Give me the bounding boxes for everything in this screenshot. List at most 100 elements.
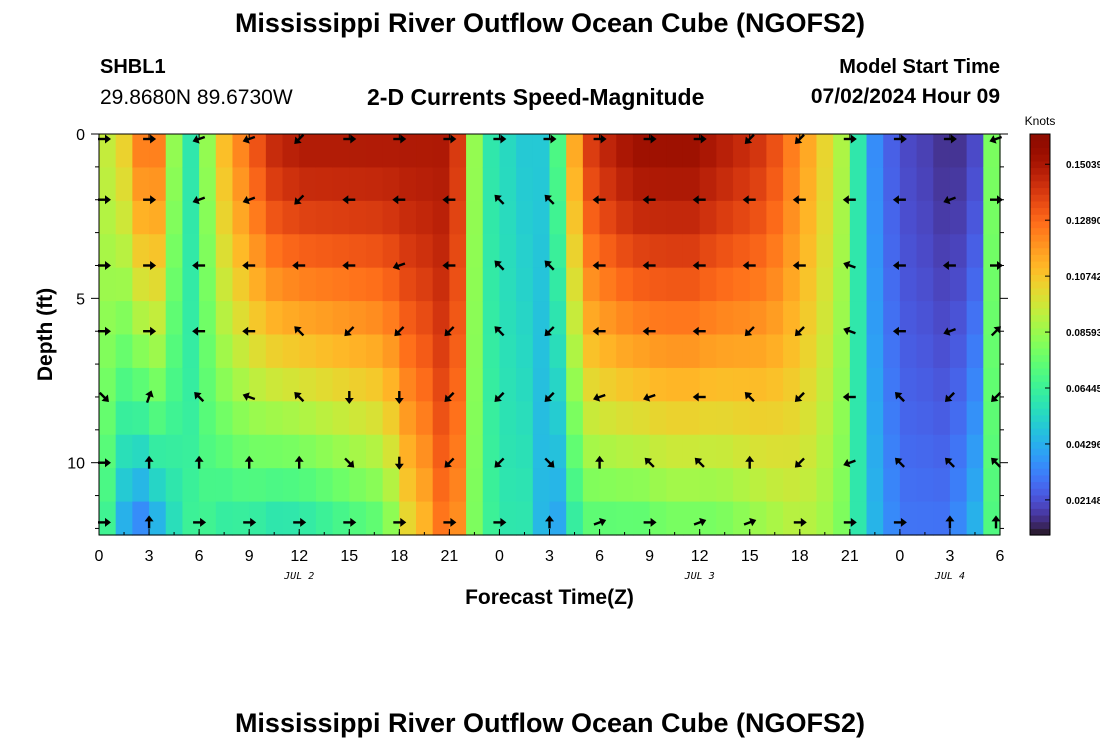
heatmap-cell bbox=[833, 434, 851, 469]
heatmap-cell bbox=[282, 200, 300, 235]
heatmap-cell bbox=[833, 301, 851, 336]
current-vector-arrow bbox=[192, 261, 206, 270]
current-vector-arrow bbox=[792, 195, 806, 205]
heatmap-cell bbox=[599, 234, 617, 269]
heatmap-cell bbox=[949, 267, 968, 302]
heatmap-cell bbox=[199, 334, 217, 369]
heatmap-cell bbox=[365, 301, 384, 336]
heatmap-cell bbox=[582, 167, 601, 202]
heatmap-cell bbox=[99, 200, 117, 235]
colorbar-segment bbox=[1030, 394, 1050, 402]
heatmap-cell bbox=[299, 501, 317, 536]
heatmap-cell bbox=[416, 468, 434, 503]
heatmap-cell bbox=[849, 334, 868, 369]
heatmap-cell bbox=[666, 501, 684, 536]
heatmap-cell bbox=[933, 367, 951, 402]
heatmap-cell bbox=[749, 468, 768, 503]
current-vector-arrow bbox=[943, 134, 957, 144]
heatmap-cell bbox=[449, 134, 467, 169]
colorbar-segment bbox=[1030, 334, 1050, 342]
heatmap-cell bbox=[265, 267, 284, 302]
heatmap-cell bbox=[432, 301, 450, 336]
x-tick-label: 15 bbox=[340, 548, 358, 565]
heatmap-cell bbox=[215, 334, 234, 369]
heatmap-cell bbox=[482, 501, 501, 536]
heatmap-cell bbox=[199, 234, 217, 269]
heatmap-cell bbox=[616, 167, 634, 202]
current-vector-arrow bbox=[392, 195, 406, 205]
heatmap-cell bbox=[416, 167, 434, 202]
heatmap-cell bbox=[516, 234, 534, 269]
heatmap-cell bbox=[799, 468, 818, 503]
heatmap-cell bbox=[666, 468, 684, 503]
heatmap-cell bbox=[966, 501, 984, 536]
heatmap-cell bbox=[933, 200, 951, 235]
heatmap-cell bbox=[582, 468, 601, 503]
heatmap-cell bbox=[482, 134, 501, 169]
heatmap-cell bbox=[299, 334, 317, 369]
current-vector-arrow bbox=[243, 517, 257, 527]
heatmap-cell bbox=[549, 401, 567, 436]
heatmap-cell bbox=[682, 468, 701, 503]
current-vector-arrow bbox=[443, 517, 457, 527]
y-tick-label: 0 bbox=[76, 127, 85, 144]
heatmap-cell bbox=[499, 200, 517, 235]
current-vector-arrow bbox=[394, 326, 405, 337]
x-tick-label: 6 bbox=[195, 548, 204, 565]
heatmap-cell bbox=[282, 468, 300, 503]
heatmap-cell bbox=[699, 234, 717, 269]
heatmap-cell bbox=[599, 267, 617, 302]
colorbar-segment bbox=[1030, 448, 1050, 456]
heatmap-cell bbox=[382, 200, 400, 235]
heatmap-cell bbox=[566, 367, 584, 402]
heatmap-cell bbox=[949, 301, 968, 336]
heatmap-cell bbox=[699, 134, 717, 169]
heatmap-cell bbox=[165, 334, 184, 369]
x-tick-label: 15 bbox=[741, 548, 759, 565]
colorbar-segment bbox=[1030, 220, 1050, 229]
heatmap-cell bbox=[883, 167, 901, 202]
heatmap-cell bbox=[549, 367, 567, 402]
heatmap-cell bbox=[182, 167, 200, 202]
heatmap-cell bbox=[315, 334, 334, 369]
station-coordinates: 29.8680N 89.6730W bbox=[100, 86, 293, 109]
heatmap-cell bbox=[499, 334, 517, 369]
heatmap-cell bbox=[349, 501, 367, 536]
heatmap-cell bbox=[566, 501, 584, 536]
heatmap-cell bbox=[949, 234, 968, 269]
heatmap-cell bbox=[866, 167, 884, 202]
heatmap-cell bbox=[315, 468, 334, 503]
heatmap-cell bbox=[749, 334, 768, 369]
heatmap-cell bbox=[799, 167, 818, 202]
colorbar-frame bbox=[1029, 133, 1051, 536]
current-vector-arrow bbox=[343, 134, 357, 144]
heatmap-cell bbox=[582, 334, 601, 369]
heatmap-cell bbox=[749, 200, 768, 235]
x-tick-label: 0 bbox=[95, 548, 104, 565]
heatmap-cell bbox=[432, 200, 450, 235]
heatmap-cell bbox=[516, 501, 534, 536]
heatmap-cell bbox=[249, 134, 267, 169]
colorbar-segment bbox=[1030, 274, 1050, 282]
x-tick-label: 12 bbox=[691, 548, 709, 565]
heatmap-cell bbox=[482, 367, 501, 402]
current-vector-arrow bbox=[544, 326, 555, 337]
current-vector-arrow bbox=[892, 261, 906, 270]
heatmap-cell bbox=[215, 401, 234, 436]
heatmap-cell bbox=[733, 501, 751, 536]
heatmap-cell bbox=[232, 434, 250, 469]
heatmap-cell bbox=[165, 434, 184, 469]
heatmap-cell bbox=[933, 334, 951, 369]
heatmap-cell bbox=[199, 468, 217, 503]
heatmap-cell bbox=[749, 134, 768, 169]
heatmap-cell bbox=[849, 401, 868, 436]
heatmap-cell bbox=[916, 200, 934, 235]
heatmap-cell bbox=[416, 301, 434, 336]
colorbar-segment bbox=[1030, 287, 1050, 295]
current-vector-arrow bbox=[943, 327, 956, 336]
heatmap-cell bbox=[165, 501, 184, 536]
current-vector-arrow bbox=[742, 261, 756, 270]
heatmap-cell bbox=[682, 501, 701, 536]
heatmap-cell bbox=[949, 434, 968, 469]
heatmap-cell bbox=[182, 501, 200, 536]
